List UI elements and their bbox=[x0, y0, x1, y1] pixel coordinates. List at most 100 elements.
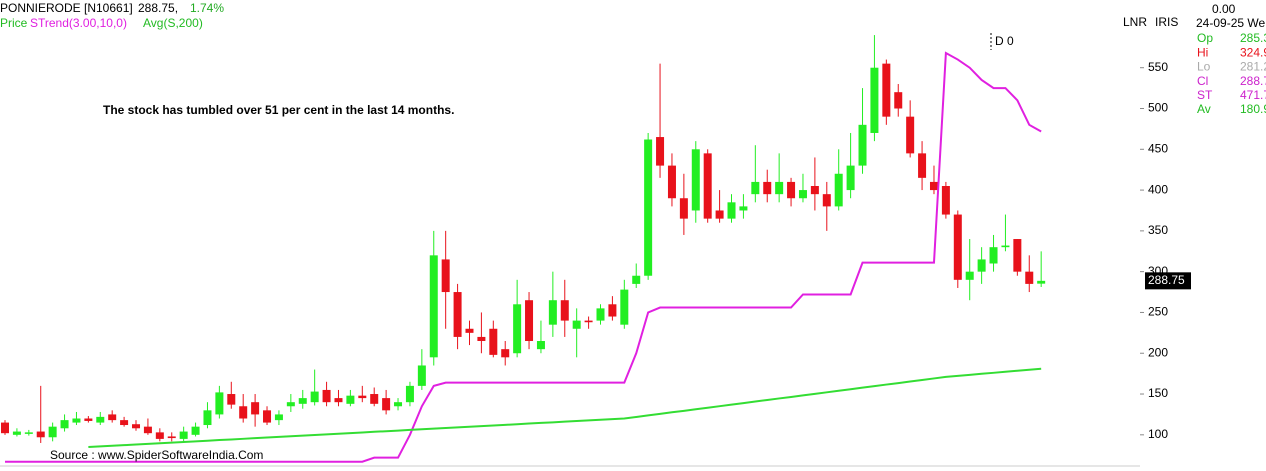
candle-body bbox=[346, 395, 355, 404]
candle-body bbox=[96, 416, 105, 423]
candle-body bbox=[775, 181, 784, 195]
info-label: Hi bbox=[1197, 45, 1208, 59]
info-label: Op bbox=[1197, 31, 1213, 45]
candle-body bbox=[810, 186, 819, 195]
candle-body bbox=[191, 426, 200, 435]
candle-body bbox=[441, 259, 450, 293]
toolbar-item[interactable]: LNR bbox=[1123, 15, 1147, 29]
candle-body bbox=[1037, 280, 1046, 284]
candle-body bbox=[143, 426, 152, 434]
info-value: 180.97 bbox=[1240, 102, 1266, 116]
indicator-line bbox=[88, 367, 1042, 449]
candle-body bbox=[179, 431, 188, 439]
candle-body bbox=[751, 181, 760, 195]
candle-body bbox=[953, 214, 962, 280]
candle-body bbox=[667, 165, 676, 199]
candle-body bbox=[1001, 245, 1010, 248]
candle-body bbox=[263, 410, 272, 423]
legend-prefix: Price bbox=[0, 16, 28, 30]
legend-entry: STrend(3.00,10,0) bbox=[30, 16, 127, 30]
candle-body bbox=[882, 63, 891, 117]
candle-body bbox=[513, 304, 522, 354]
legend-entry: Avg(S,200) bbox=[143, 16, 203, 30]
candle-body bbox=[679, 198, 688, 219]
candle-body bbox=[548, 300, 557, 325]
candle-body bbox=[239, 406, 248, 419]
candle-body bbox=[227, 394, 236, 405]
header-price: 288.75, bbox=[138, 1, 178, 15]
candle-body bbox=[24, 432, 33, 434]
candle-body bbox=[453, 292, 462, 337]
candle-body bbox=[132, 424, 141, 429]
y-tick-label: 350 bbox=[1148, 223, 1168, 237]
candle-body bbox=[977, 259, 986, 272]
info-date: 24-09-25 We bbox=[1196, 16, 1265, 30]
candle-body bbox=[489, 328, 498, 355]
y-tick-label: 200 bbox=[1148, 345, 1168, 359]
candle-body bbox=[906, 116, 915, 154]
info-top: 0.00 bbox=[1212, 2, 1236, 16]
candle-body bbox=[929, 181, 938, 191]
candle-body bbox=[965, 271, 974, 280]
candle-body bbox=[36, 431, 45, 438]
candle-body bbox=[370, 394, 379, 404]
candle-body bbox=[822, 194, 831, 207]
indicator-line bbox=[5, 51, 1042, 463]
info-label: Av bbox=[1197, 102, 1211, 116]
candle-body bbox=[656, 137, 665, 166]
info-value: 285.30 bbox=[1240, 31, 1266, 45]
candle-body bbox=[465, 328, 474, 333]
candle-body bbox=[763, 181, 772, 195]
candle-body bbox=[405, 385, 414, 403]
y-tick-label: 250 bbox=[1148, 305, 1168, 319]
candle-body bbox=[417, 365, 426, 386]
candle-body bbox=[918, 153, 927, 178]
y-tick-label: 450 bbox=[1148, 141, 1168, 155]
source: Source : www.SpiderSoftwareIndia.Com bbox=[50, 448, 263, 462]
candle-body bbox=[834, 173, 843, 207]
candle-body bbox=[310, 391, 319, 403]
info-value: 324.90 bbox=[1240, 45, 1266, 59]
info-label: ST bbox=[1197, 88, 1213, 102]
candle-body bbox=[108, 414, 117, 421]
candle-body bbox=[84, 418, 93, 421]
candle-body bbox=[644, 139, 653, 276]
candle-body bbox=[501, 349, 510, 358]
info-label: Cl bbox=[1197, 74, 1208, 88]
toolbar-item[interactable]: IRIS bbox=[1155, 15, 1178, 29]
candle-body bbox=[251, 402, 260, 415]
candle-body bbox=[1013, 239, 1022, 272]
candle-body bbox=[382, 398, 391, 411]
candle-body bbox=[858, 124, 867, 166]
annotation: The stock has tumbled over 51 per cent i… bbox=[103, 103, 454, 117]
candle-body bbox=[894, 92, 903, 109]
candle-body bbox=[298, 398, 307, 404]
candle-body bbox=[286, 402, 295, 407]
candle-body bbox=[429, 255, 438, 358]
candle-body bbox=[274, 414, 283, 421]
candle-body bbox=[394, 402, 403, 407]
candle-body bbox=[322, 389, 331, 403]
info-value: 471.74 bbox=[1240, 88, 1266, 102]
candle-body bbox=[215, 392, 224, 415]
candle-body bbox=[358, 395, 367, 399]
candle-body bbox=[870, 67, 879, 133]
candle-body bbox=[12, 431, 21, 435]
candle-body bbox=[632, 275, 641, 284]
candle-body bbox=[798, 190, 807, 199]
candle-body bbox=[846, 165, 855, 191]
info-label: Lo bbox=[1197, 60, 1211, 74]
y-tick-label: 100 bbox=[1148, 427, 1168, 441]
candle-body bbox=[715, 210, 724, 219]
info-value: 288.75 bbox=[1240, 74, 1266, 88]
price-tag-label: 288.75 bbox=[1148, 273, 1185, 287]
candle-body bbox=[703, 153, 712, 219]
candle-body bbox=[477, 336, 486, 341]
candle-body bbox=[560, 300, 569, 321]
price-tag bbox=[1145, 272, 1191, 290]
info-value: 281.20 bbox=[1240, 60, 1266, 74]
y-tick-label: 500 bbox=[1148, 101, 1168, 115]
y-tick-label: 400 bbox=[1148, 182, 1168, 196]
candle-body bbox=[536, 341, 545, 350]
